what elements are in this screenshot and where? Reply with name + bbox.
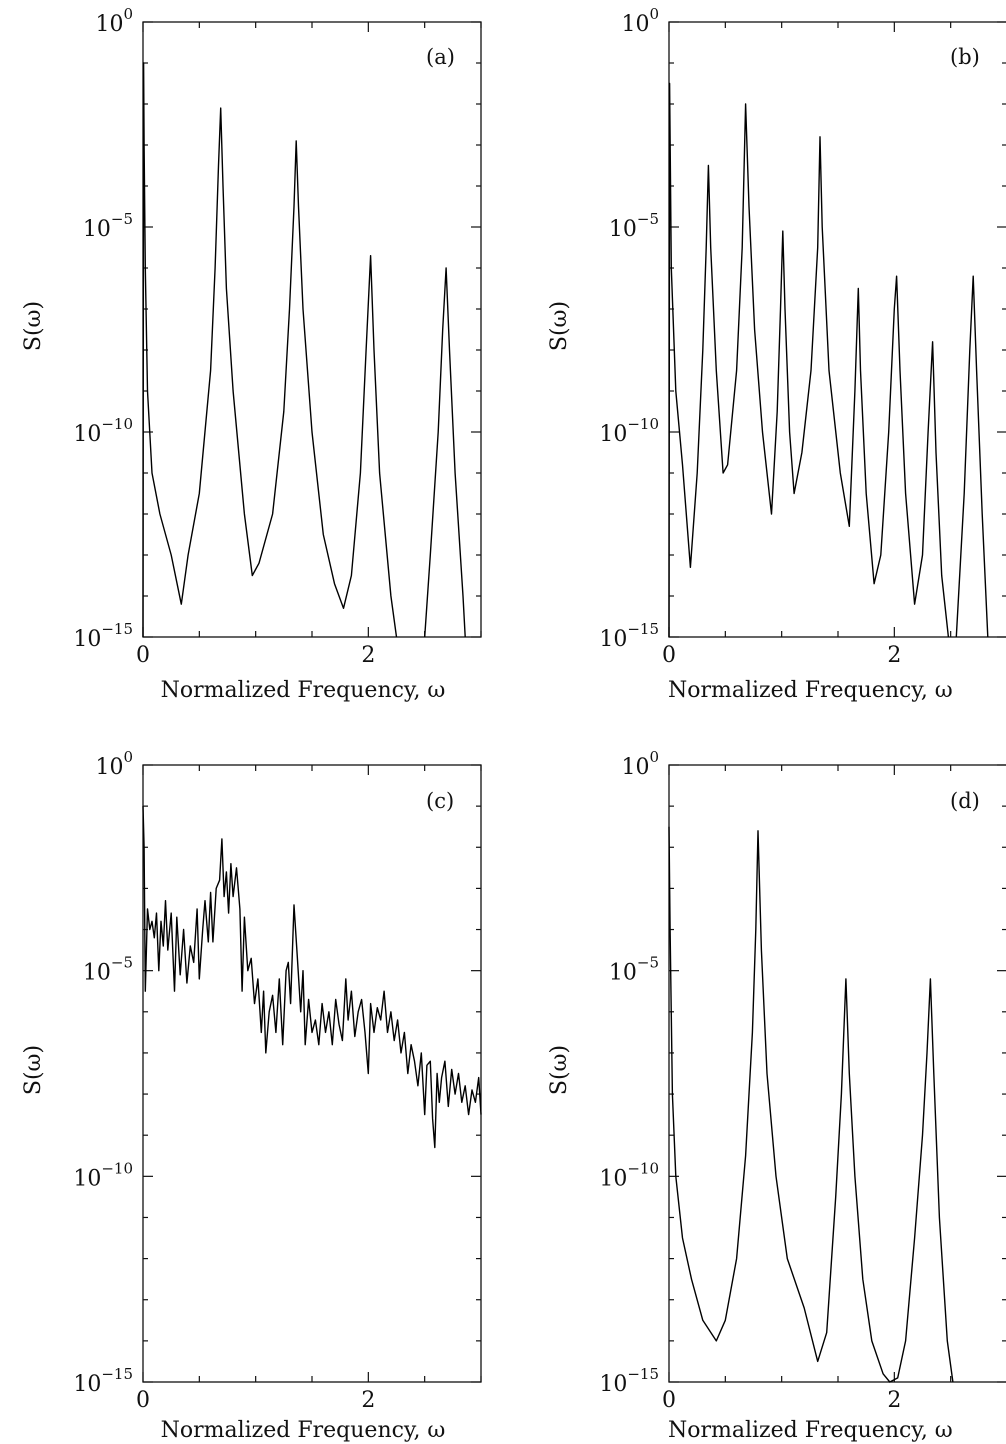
panel-b-y-tick-label-0: 100 [621,5,659,37]
panel-b-y-axis-label: S(ω) [547,301,572,351]
panel-c-x-axis-label: Normalized Frequency, ω [161,1418,446,1443]
panel-a-x-axis-label: Normalized Frequency, ω [161,678,446,703]
panel-b-ticks [668,21,1006,638]
panel-a-y-tick-label-3-exponent: −15 [101,620,133,638]
panel-b-y-tick-label-1: 10−5 [609,210,659,242]
panel-c-ticks [142,764,482,1383]
panel-d-x-tick-label-0: 0 [662,1388,676,1413]
panel-a-y-tick-label-0: 100 [95,5,133,37]
panel-b-x-axis-label: Normalized Frequency, ω [668,678,953,703]
panel-a-y-tick-label-1: 10−5 [83,210,133,242]
panel-d-y-tick-label-3-base: 10 [599,1372,627,1397]
panel-d-y-tick-label-3-exponent: −15 [627,1365,659,1383]
panel-d-y-tick-label-2-base: 10 [599,1166,627,1191]
panel-c-y-tick-label-3-exponent: −15 [101,1365,133,1383]
panel-c-y-tick-label-0: 100 [95,748,133,780]
panel-b-y-tick-label-3-exponent: −15 [627,620,659,638]
panel-d-y-tick-label-1: 10−5 [609,954,659,986]
panel-c-y-tick-label-0-base: 10 [95,755,123,780]
panel-c-y-tick-label-1-exponent: −5 [111,954,133,972]
panel-b-x-tick-label-0: 0 [662,643,676,668]
panel-a-y-tick-label-3-base: 10 [73,627,101,652]
panel-a-spectrum-line [142,62,398,638]
panel-b-y-tick-label-1-base: 10 [609,217,637,242]
panel-d-y-tick-label-0: 100 [621,748,659,780]
panel-a-y-tick-label-2-base: 10 [73,422,101,447]
panel-a-y-tick-label-1-exponent: −5 [111,210,133,228]
panel-c-y-axis-label: S(ω) [21,1045,46,1095]
panel-d-x-tick-label-1: 2 [887,1388,901,1413]
panel-d-ticks [668,764,1006,1383]
panel-d-y-tick-label-1-base: 10 [609,961,637,986]
panel-a-y-tick-label-0-exponent: 0 [123,5,133,23]
panel-c-x-tick-label-1: 2 [361,1388,375,1413]
panel-b-y-tick-label-3-base: 10 [599,627,627,652]
panel-b-y-tick-label-2-exponent: −10 [627,415,659,433]
panel-a-x-tick-label-1: 2 [361,643,375,668]
panel-d-y-tick-label-3: 10−15 [599,1365,659,1397]
panel-a-y-axis-label: S(ω) [21,301,46,351]
panel-b-y-tick-label-3: 10−15 [599,620,659,652]
panel-b-plot-frame [668,21,1006,638]
panel-b-y-tick-label-1-exponent: −5 [637,210,659,228]
panel-d-label: (d) [950,789,980,813]
panel-a-x-tick-label-0: 0 [136,643,150,668]
panel-c-y-tick-label-3-base: 10 [73,1372,101,1397]
panel-a-label: (a) [426,45,455,69]
panel-c-y-tick-label-2-exponent: −10 [101,1159,133,1177]
panel-d-x-axis-label: Normalized Frequency, ω [668,1418,953,1443]
panel-b-spectrum-line [668,82,950,638]
panel-d-spectrum-line [668,826,954,1383]
panel-d-y-axis-label: S(ω) [547,1045,572,1095]
panel-b-y-tick-label-0-base: 10 [621,12,649,37]
panel-c-y-tick-label-2-base: 10 [73,1166,101,1191]
panel-d-y-tick-label-0-exponent: 0 [649,748,659,766]
panel-b-y-tick-label-0-exponent: 0 [649,5,659,23]
panel-b-y-tick-label-2: 10−10 [599,415,659,447]
panel-d-y-tick-label-0-base: 10 [621,755,649,780]
panel-b-x-tick-label-1: 2 [887,643,901,668]
panel-a-y-tick-label-0-base: 10 [95,12,123,37]
panel-c-y-tick-label-0-exponent: 0 [123,748,133,766]
panel-c-spectrum-line [142,806,482,1149]
panel-a-y-tick-label-2: 10−10 [73,415,133,447]
panel-c-label: (c) [426,789,454,813]
panel-a-y-tick-label-2-exponent: −10 [101,415,133,433]
panel-d-y-tick-label-1-exponent: −5 [637,954,659,972]
panel-d-plot-frame [668,764,1006,1383]
panel-d-y-tick-label-2-exponent: −10 [627,1159,659,1177]
panel-b-y-tick-label-2-base: 10 [599,422,627,447]
panel-a-ticks [142,21,482,638]
panel-a-y-tick-label-1-base: 10 [83,217,111,242]
panel-c-y-tick-label-2: 10−10 [73,1159,133,1191]
panel-c-x-tick-label-0: 0 [136,1388,150,1413]
panel-b-spectrum-line-segment-2 [955,275,989,638]
panel-d-y-tick-label-2: 10−10 [599,1159,659,1191]
panel-a-spectrum-line-segment-2 [424,267,466,638]
panel-c-y-tick-label-3: 10−15 [73,1365,133,1397]
panel-b-label: (b) [950,45,980,69]
panel-c-y-tick-label-1-base: 10 [83,961,111,986]
panel-a-y-tick-label-3: 10−15 [73,620,133,652]
panel-c-y-tick-label-1: 10−5 [83,954,133,986]
